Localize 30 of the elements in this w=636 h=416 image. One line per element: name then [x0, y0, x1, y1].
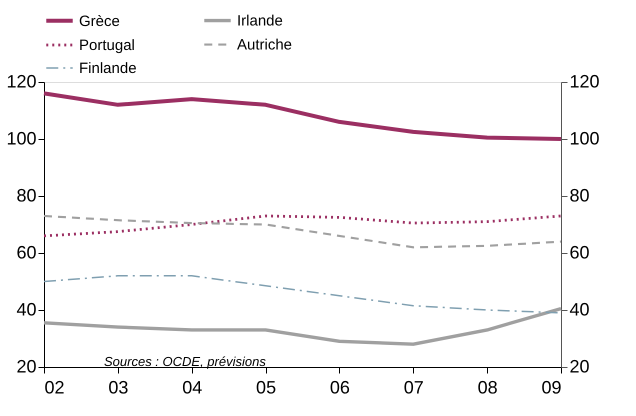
x-tick-label: 04: [182, 378, 202, 398]
y-tick-label: 120: [6, 72, 36, 92]
line-series: [42, 306, 563, 346]
line-series: [42, 91, 563, 141]
y2-tick-label: 120: [570, 72, 600, 92]
y2-tick-label: 60: [570, 242, 590, 262]
x-tick-label: 03: [108, 378, 128, 398]
annotation: Sources : OCDE, prévisions: [104, 354, 266, 369]
legend-label: Portugal: [79, 37, 135, 54]
y-tick-label: 40: [16, 300, 36, 320]
y-tick-label: 80: [16, 186, 36, 206]
x-tick-label: 08: [478, 378, 498, 398]
y-tick-label: 60: [16, 242, 36, 262]
x-tick-label: 06: [330, 378, 350, 398]
legend-label: Irlande: [237, 12, 283, 30]
x-tick-label: 09: [541, 378, 562, 398]
y2-tick-label: 40: [570, 300, 590, 320]
y-tick-label: 100: [6, 128, 36, 148]
y2-tick-label: 20: [570, 356, 590, 376]
y2-tick-label: 100: [570, 128, 600, 148]
legend-label: Autriche: [237, 36, 292, 54]
y2-tick-label: 80: [570, 186, 590, 206]
x-tick-label: 02: [44, 378, 65, 398]
legend-label: Finlande: [79, 60, 137, 77]
y-tick-label: 20: [16, 356, 36, 376]
legend-label: Grèce: [79, 12, 120, 30]
x-tick-label: 05: [256, 378, 276, 398]
x-tick-label: 07: [404, 378, 424, 398]
line-series: [42, 214, 562, 248]
line-series: [42, 214, 562, 238]
